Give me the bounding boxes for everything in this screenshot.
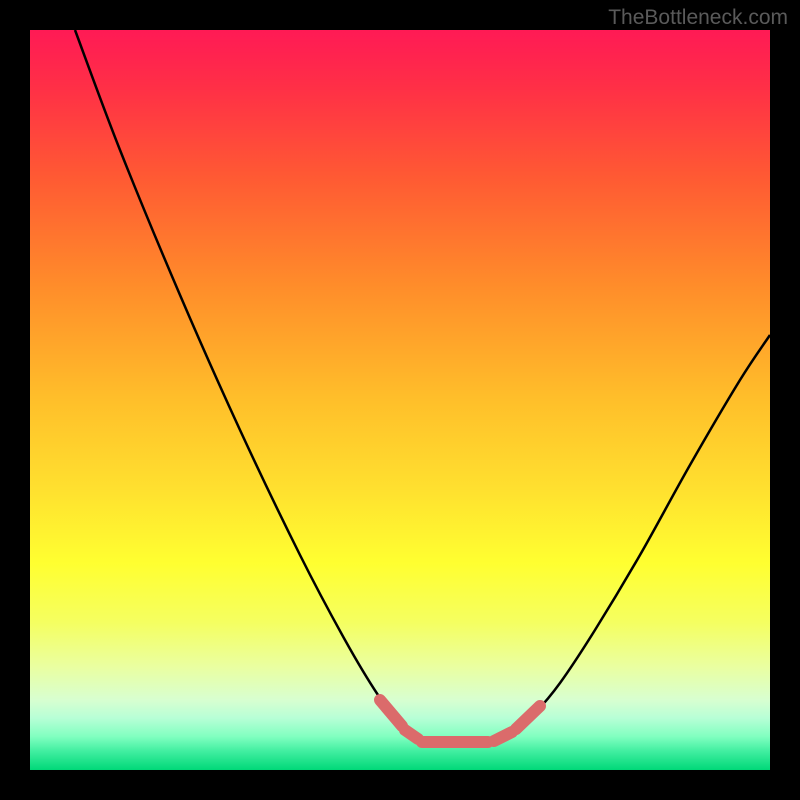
chart-gradient-bg [30,30,770,770]
valley-marker-segment [405,730,418,739]
chart-container: TheBottleneck.com [0,0,800,800]
valley-marker-segment [494,732,512,741]
bottleneck-chart [0,0,800,800]
